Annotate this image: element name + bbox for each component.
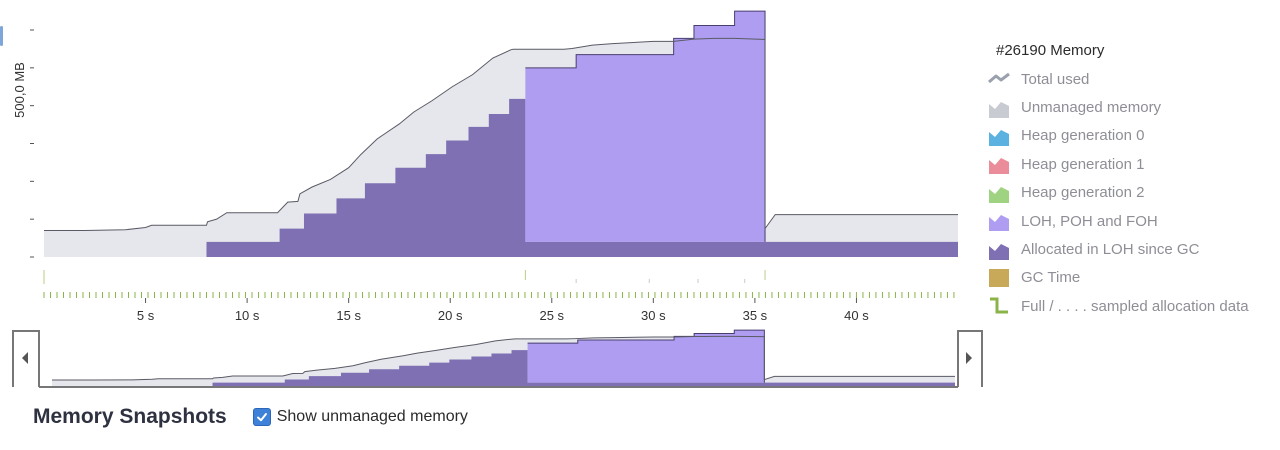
navigator-total-line bbox=[52, 335, 955, 381]
total-used-line bbox=[44, 37, 958, 232]
checkbox-checked-icon[interactable] bbox=[252, 408, 271, 426]
legend-item[interactable]: Allocated in LOH since GC bbox=[988, 235, 1278, 263]
legend-item-label: Unmanaged memory bbox=[1021, 99, 1162, 117]
navigator-left-handle[interactable] bbox=[12, 330, 40, 387]
x-tick-label: 20 s bbox=[438, 308, 463, 323]
show-unmanaged-memory-checkbox[interactable]: Show unmanaged memory bbox=[252, 408, 468, 426]
x-axis: 5 s 10 s 15 s 20 s 25 s 30 s 35 s 40 s bbox=[137, 298, 869, 323]
legend-item[interactable]: Heap generation 1 bbox=[988, 150, 1278, 178]
loh-poh-foh-area bbox=[525, 11, 766, 242]
x-tick-label: 5 s bbox=[137, 308, 155, 323]
legend-item-label: Heap generation 0 bbox=[1021, 127, 1145, 145]
area-icon bbox=[988, 125, 1010, 147]
x-tick-label: 35 s bbox=[743, 308, 768, 323]
area-icon bbox=[988, 239, 1010, 261]
line-icon bbox=[988, 68, 1010, 90]
legend-item-label: Full / . . . . sampled allocation data bbox=[1021, 297, 1249, 315]
area-icon bbox=[988, 97, 1010, 119]
legend-item[interactable]: Full / . . . . sampled allocation data bbox=[988, 292, 1278, 320]
y-axis-label: 500,0 MB bbox=[12, 62, 27, 118]
legend-item[interactable]: LOH, POH and FOH bbox=[988, 207, 1278, 235]
legend: #26190 Memory Total used Unmanaged memory… bbox=[988, 38, 1278, 321]
legend-item-label: Total used bbox=[1021, 70, 1090, 88]
left-arrow-icon[interactable] bbox=[22, 352, 28, 364]
x-tick-label: 10 s bbox=[235, 308, 260, 323]
legend-item-label: LOH, POH and FOH bbox=[1021, 212, 1158, 230]
y-axis bbox=[30, 29, 34, 258]
x-tick-label: 15 s bbox=[336, 308, 361, 323]
page-edge-marker bbox=[0, 26, 3, 46]
memory-snapshots-title: Memory Snapshots bbox=[33, 405, 227, 428]
navigator-loh-area bbox=[527, 330, 765, 383]
legend-item[interactable]: Heap generation 2 bbox=[988, 179, 1278, 207]
area-icon bbox=[988, 153, 1010, 175]
timeline-navigator[interactable] bbox=[12, 329, 983, 388]
legend-item[interactable]: Total used bbox=[988, 65, 1278, 93]
loh-outline bbox=[525, 10, 766, 242]
navigator-right-handle[interactable] bbox=[957, 330, 983, 387]
legend-item-label: Allocated in LOH since GC bbox=[1021, 241, 1200, 259]
legend-item-label: Heap generation 2 bbox=[1021, 184, 1145, 202]
gc-time-strip bbox=[43, 270, 766, 284]
x-tick-label: 30 s bbox=[641, 308, 666, 323]
legend-item[interactable]: Unmanaged memory bbox=[988, 93, 1278, 121]
main-chart-area bbox=[44, 10, 958, 257]
memory-snapshots-header: Memory Snapshots Show unmanaged memory bbox=[33, 405, 468, 429]
sampled-allocation-strip bbox=[43, 292, 955, 298]
legend-item-label: GC Time bbox=[1021, 269, 1081, 287]
right-arrow-icon[interactable] bbox=[966, 352, 972, 364]
step-icon bbox=[988, 295, 1010, 317]
legend-item-label: Heap generation 1 bbox=[1021, 155, 1145, 173]
x-tick-label: 40 s bbox=[844, 308, 869, 323]
x-tick-label: 25 s bbox=[539, 308, 564, 323]
area-icon bbox=[988, 182, 1010, 204]
legend-title: #26190 Memory bbox=[996, 42, 1105, 59]
legend-item[interactable]: GC Time bbox=[988, 264, 1278, 292]
navigator-allocated-area bbox=[52, 346, 955, 386]
legend-item[interactable]: Heap generation 0 bbox=[988, 122, 1278, 150]
square-icon bbox=[988, 267, 1010, 289]
show-unmanaged-memory-label: Show unmanaged memory bbox=[276, 408, 468, 425]
allocated-in-loh-area bbox=[44, 82, 958, 257]
area-icon bbox=[988, 210, 1010, 232]
